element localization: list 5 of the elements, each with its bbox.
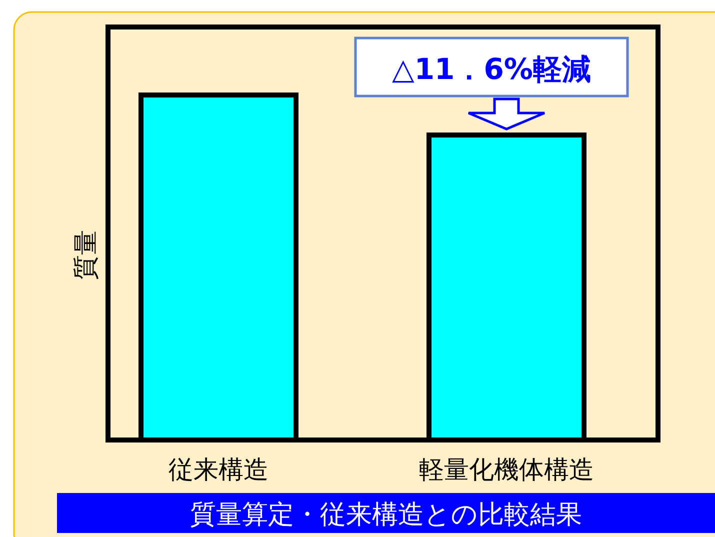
annotation: △11．6%軽減 bbox=[392, 52, 591, 86]
y-axis-title: 質量 bbox=[71, 230, 100, 280]
x-tick-label: 軽量化機体構造 bbox=[419, 455, 594, 484]
text: 質量算定・従来構造との比較結果 bbox=[190, 500, 582, 530]
x-tick-label: 従来構造 bbox=[168, 455, 268, 484]
